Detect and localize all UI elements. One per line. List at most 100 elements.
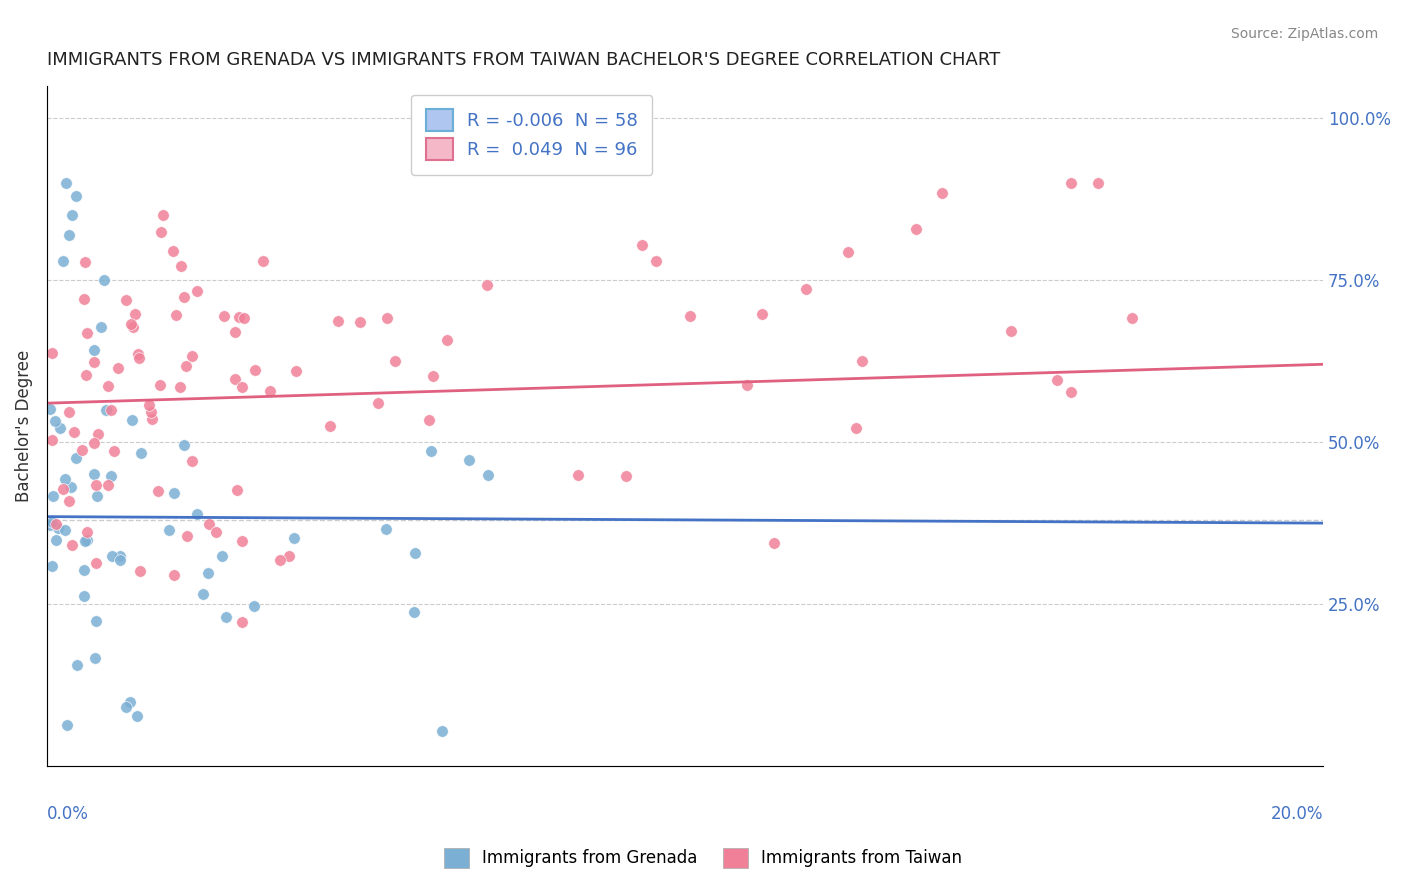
Point: [475, 278, 498, 293]
Point: [436, 333, 458, 347]
Point: [66, 658, 89, 673]
Point: [58, 227, 80, 242]
Point: [796, 282, 818, 296]
Point: [84, 650, 107, 665]
Point: [567, 468, 589, 483]
Point: [630, 237, 652, 252]
Point: [83, 467, 105, 481]
Point: [120, 695, 142, 709]
Point: [173, 437, 195, 451]
Point: [173, 290, 195, 304]
Point: [65, 451, 87, 466]
Point: [1121, 311, 1143, 326]
Point: [243, 599, 266, 613]
Point: [228, 310, 250, 325]
Point: [157, 524, 180, 538]
Point: [53, 473, 76, 487]
Point: [44, 414, 66, 428]
Point: [72, 563, 94, 577]
Text: 20.0%: 20.0%: [1271, 805, 1323, 823]
Point: [49, 421, 72, 435]
Point: [58, 405, 80, 419]
Point: [905, 222, 928, 236]
Point: [375, 311, 398, 326]
Point: [384, 354, 406, 368]
Point: [83, 355, 105, 369]
Point: [84, 614, 107, 628]
Point: [163, 486, 186, 500]
Point: [326, 313, 349, 327]
Point: [851, 353, 873, 368]
Point: [115, 700, 138, 714]
Point: [737, 377, 759, 392]
Point: [181, 349, 204, 363]
Point: [45, 533, 67, 547]
Point: [162, 244, 184, 259]
Y-axis label: Bachelor's Degree: Bachelor's Degree: [15, 350, 32, 502]
Point: [55, 176, 77, 190]
Point: [402, 605, 425, 619]
Point: [83, 343, 105, 357]
Point: [269, 552, 291, 566]
Point: [319, 419, 342, 434]
Point: [418, 413, 440, 427]
Point: [152, 208, 174, 222]
Point: [1060, 176, 1083, 190]
Point: [76, 326, 98, 340]
Point: [86, 489, 108, 503]
Point: [52, 253, 75, 268]
Point: [141, 411, 163, 425]
Point: [224, 372, 246, 386]
Point: [87, 426, 110, 441]
Point: [176, 529, 198, 543]
Legend: R = -0.006  N = 58, R =  0.049  N = 96: R = -0.006 N = 58, R = 0.049 N = 96: [412, 95, 652, 175]
Point: [163, 568, 186, 582]
Point: [186, 285, 208, 299]
Point: [53, 523, 76, 537]
Point: [1060, 384, 1083, 399]
Point: [1046, 373, 1069, 387]
Point: [83, 436, 105, 450]
Point: [97, 478, 120, 492]
Point: [60, 538, 83, 552]
Point: [148, 484, 170, 499]
Point: [90, 319, 112, 334]
Point: [197, 566, 219, 581]
Text: Source: ZipAtlas.com: Source: ZipAtlas.com: [1230, 27, 1378, 41]
Point: [138, 398, 160, 412]
Point: [252, 254, 274, 268]
Point: [76, 533, 98, 547]
Point: [763, 536, 786, 550]
Point: [84, 556, 107, 570]
Point: [197, 516, 219, 531]
Point: [367, 395, 389, 409]
Point: [62, 208, 84, 222]
Point: [65, 188, 87, 202]
Point: [46, 521, 69, 535]
Point: [283, 531, 305, 545]
Point: [139, 405, 162, 419]
Point: [149, 377, 172, 392]
Point: [114, 293, 136, 307]
Point: [108, 549, 131, 564]
Point: [84, 477, 107, 491]
Point: [121, 413, 143, 427]
Point: [458, 453, 481, 467]
Point: [422, 369, 444, 384]
Point: [120, 317, 142, 331]
Point: [73, 292, 96, 306]
Point: [404, 546, 426, 560]
Point: [63, 425, 86, 439]
Point: [59, 481, 82, 495]
Point: [845, 421, 868, 435]
Point: [127, 346, 149, 360]
Point: [679, 309, 702, 323]
Point: [1000, 324, 1022, 338]
Point: [150, 225, 173, 239]
Point: [100, 468, 122, 483]
Point: [215, 610, 238, 624]
Point: [122, 320, 145, 334]
Point: [349, 315, 371, 329]
Point: [45, 516, 67, 531]
Point: [72, 590, 94, 604]
